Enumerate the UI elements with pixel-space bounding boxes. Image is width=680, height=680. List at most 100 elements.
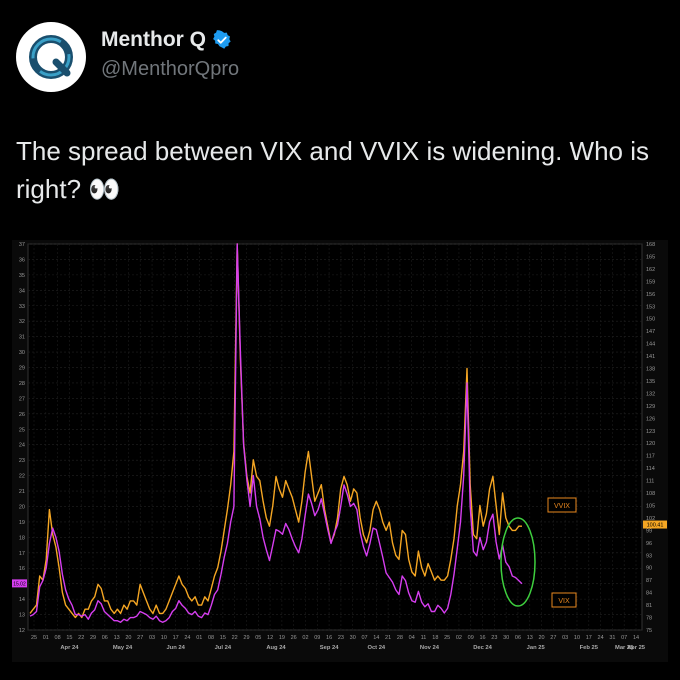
right-axis-tick-label: 150 (646, 317, 655, 323)
right-axis-tick-label: 111 (646, 479, 654, 485)
x-axis-tick-label: 29 (90, 635, 96, 641)
left-axis-tick-label: 30 (19, 350, 25, 356)
x-axis-tick-label: 09 (468, 635, 474, 641)
x-axis-tick-label: 30 (350, 635, 356, 641)
series-line-vvix (29, 243, 522, 619)
right-axis-tick-label: 87 (646, 578, 652, 584)
right-axis-tick-label: 156 (646, 292, 655, 298)
tweet-text: The spread between VIX and VVIX is widen… (16, 136, 650, 204)
x-axis-tick-label: 02 (456, 635, 462, 641)
right-axis-tick-label: 93 (646, 553, 652, 559)
right-axis-tick-label: 84 (646, 591, 652, 597)
left-axis-tick-label: 20 (19, 504, 25, 510)
x-axis-tick-label: 17 (173, 635, 179, 641)
vvix-label-box (547, 497, 577, 513)
menthorq-logo-icon (29, 35, 73, 79)
x-axis-tick-label: 01 (43, 635, 49, 641)
x-axis-tick-label: 25 (31, 635, 37, 641)
x-axis-month-label: Nov 24 (420, 645, 440, 651)
right-axis-tick-label: 129 (646, 404, 655, 410)
avatar[interactable] (16, 22, 86, 92)
author-display-name-row[interactable]: Menthor Q (101, 28, 232, 52)
right-axis-tick-label: 102 (646, 516, 655, 522)
left-axis-tick-label: 13 (19, 613, 25, 619)
right-axis-tick-label: 96 (646, 541, 652, 547)
left-axis-tick-label: 35 (19, 273, 25, 279)
right-axis-tick-label: 123 (646, 429, 655, 435)
x-axis-tick-label: 23 (491, 635, 497, 641)
x-axis-tick-label: 17 (586, 635, 592, 641)
x-axis-tick-label: 07 (621, 635, 627, 641)
x-axis-tick-label: 16 (326, 635, 332, 641)
left-axis-tick-label: 33 (19, 304, 25, 310)
right-axis-tick-label: 120 (646, 441, 655, 447)
x-axis-tick-label: 13 (527, 635, 533, 641)
left-axis-tick-label: 36 (19, 257, 25, 263)
x-axis-tick-label: 22 (232, 635, 238, 641)
right-axis-tick-label: 159 (646, 279, 655, 285)
right-axis-tick-label: 147 (646, 329, 655, 335)
x-axis-month-label: Oct 24 (367, 645, 385, 651)
right-axis-tick-label: 138 (646, 367, 655, 373)
right-axis-tick-label: 99 (646, 528, 652, 534)
vvix-price-tag: 100.41 (647, 523, 664, 529)
right-axis-tick-label: 141 (646, 354, 655, 360)
right-axis-tick-label: 168 (646, 242, 655, 248)
x-axis-tick-label: 06 (102, 635, 108, 641)
left-axis-tick-label: 17 (19, 551, 25, 557)
x-axis-tick-label: 10 (574, 635, 580, 641)
right-axis-tick-label: 114 (646, 466, 655, 472)
x-axis-tick-label: 18 (432, 635, 438, 641)
left-axis-tick-label: 37 (19, 242, 25, 248)
x-axis-tick-label: 07 (361, 635, 367, 641)
left-axis-tick-label: 19 (19, 520, 25, 526)
x-axis-tick-label: 09 (314, 635, 320, 641)
x-axis-tick-label: 03 (149, 635, 155, 641)
x-axis-tick-label: 23 (338, 635, 344, 641)
left-axis-tick-label: 31 (19, 335, 25, 341)
left-axis-tick-label: 16 (19, 566, 25, 572)
vix-price-tag-bg (12, 579, 27, 588)
right-axis-tick-label: 135 (646, 379, 655, 385)
x-axis-tick-label: 28 (397, 635, 403, 641)
x-axis-month-label: Jan 25 (527, 645, 546, 651)
left-axis-tick-label: 29 (19, 366, 25, 372)
x-axis-month-label: May 24 (113, 645, 133, 651)
x-axis-month-label: Sep 24 (320, 645, 339, 651)
x-axis-month-label: Dec 24 (473, 645, 492, 651)
right-axis-tick-label: 162 (646, 267, 655, 273)
right-axis-tick-label: 75 (646, 628, 652, 634)
vix-price-tag: 15.02 (13, 581, 26, 587)
right-axis-tick-label: 81 (646, 603, 652, 609)
right-axis-tick-label: 90 (646, 566, 652, 572)
left-axis-tick-label: 34 (19, 288, 25, 294)
x-axis-tick-label: 01 (196, 635, 202, 641)
x-axis-tick-label: 20 (539, 635, 545, 641)
author-handle[interactable]: @MenthorQpro (101, 58, 240, 80)
verified-badge-icon (213, 30, 231, 49)
x-axis-tick-label: 30 (503, 635, 509, 641)
x-axis-tick-label: 31 (609, 635, 615, 641)
x-axis-month-label: Apr 24 (60, 645, 79, 651)
left-axis-tick-label: 14 (19, 597, 25, 603)
vix-vvix-chart: 12 13 14 15 16 17 18 19 20 21 22 23 24 25 26 27 28 29 30 31… (12, 240, 668, 662)
author-display-name[interactable]: Menthor Q (101, 28, 206, 51)
x-axis-tick-label: 11 (421, 635, 427, 641)
right-axis-tick-label: 165 (646, 254, 655, 260)
right-axis-tick-label: 117 (646, 454, 655, 460)
vix-label: VIX (558, 598, 570, 605)
x-axis-tick-label: 14 (373, 635, 379, 641)
x-axis-tick-label: 10 (161, 635, 167, 641)
x-axis-tick-label: 02 (302, 635, 308, 641)
left-axis-tick-label: 23 (19, 458, 25, 464)
x-axis-tick-label: 27 (550, 635, 556, 641)
x-axis-tick-label: 03 (562, 635, 568, 641)
left-axis-tick-label: 18 (19, 535, 25, 541)
left-axis-tick-label: 12 (19, 628, 25, 634)
right-axis-tick-label: 132 (646, 391, 655, 397)
vix-label-box (551, 592, 577, 608)
x-axis-month-label: Apr 25 (627, 645, 646, 651)
x-axis-tick-label: 24 (598, 635, 604, 641)
x-axis-tick-label: 05 (255, 635, 261, 641)
left-axis-tick-label: 28 (19, 381, 25, 387)
